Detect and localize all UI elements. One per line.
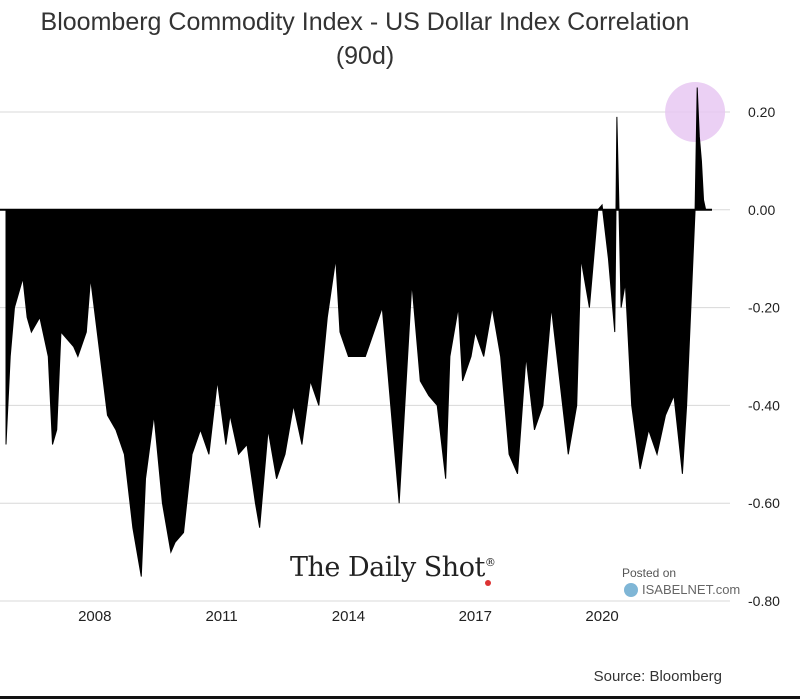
source-note: Source: Bloomberg xyxy=(593,668,722,685)
bottom-divider xyxy=(0,696,800,699)
y-tick-label: -0.20 xyxy=(748,300,780,316)
watermark-text: The Daily Shot xyxy=(290,552,485,583)
x-tick-label: 2017 xyxy=(459,608,492,625)
x-tick-label: 2020 xyxy=(585,608,618,625)
watermark-red-dot xyxy=(485,580,491,586)
watermark-registered-mark: ® xyxy=(484,556,496,569)
highlight-layer xyxy=(665,82,726,142)
y-tick-labels: 0.20 0.00 -0.20 -0.40 -0.60 -0.80 xyxy=(748,104,780,609)
highlight-circle xyxy=(665,82,726,142)
y-tick-label: 0.20 xyxy=(748,104,775,120)
area-layer xyxy=(0,87,712,577)
y-tick-label: 0.00 xyxy=(748,202,775,218)
y-tick-label: -0.60 xyxy=(748,495,780,511)
x-tick-labels: 2008 2011 2014 2017 2020 xyxy=(78,608,619,625)
chart-subtitle: (90d) xyxy=(335,42,395,70)
chart-title: Bloomberg Commodity Index - US Dollar In… xyxy=(40,8,690,36)
posted-on-label: Posted on xyxy=(622,566,677,580)
x-tick-label: 2014 xyxy=(332,608,365,625)
daily-shot-watermark: The Daily Shot® xyxy=(290,552,496,583)
globe-icon xyxy=(624,583,638,597)
y-tick-label: -0.40 xyxy=(748,397,780,413)
y-tick-label: -0.80 xyxy=(748,593,780,609)
x-tick-label: 2008 xyxy=(78,608,111,625)
isabelnet-label: ISABELNET.com xyxy=(642,582,741,597)
x-tick-label: 2011 xyxy=(205,608,237,625)
